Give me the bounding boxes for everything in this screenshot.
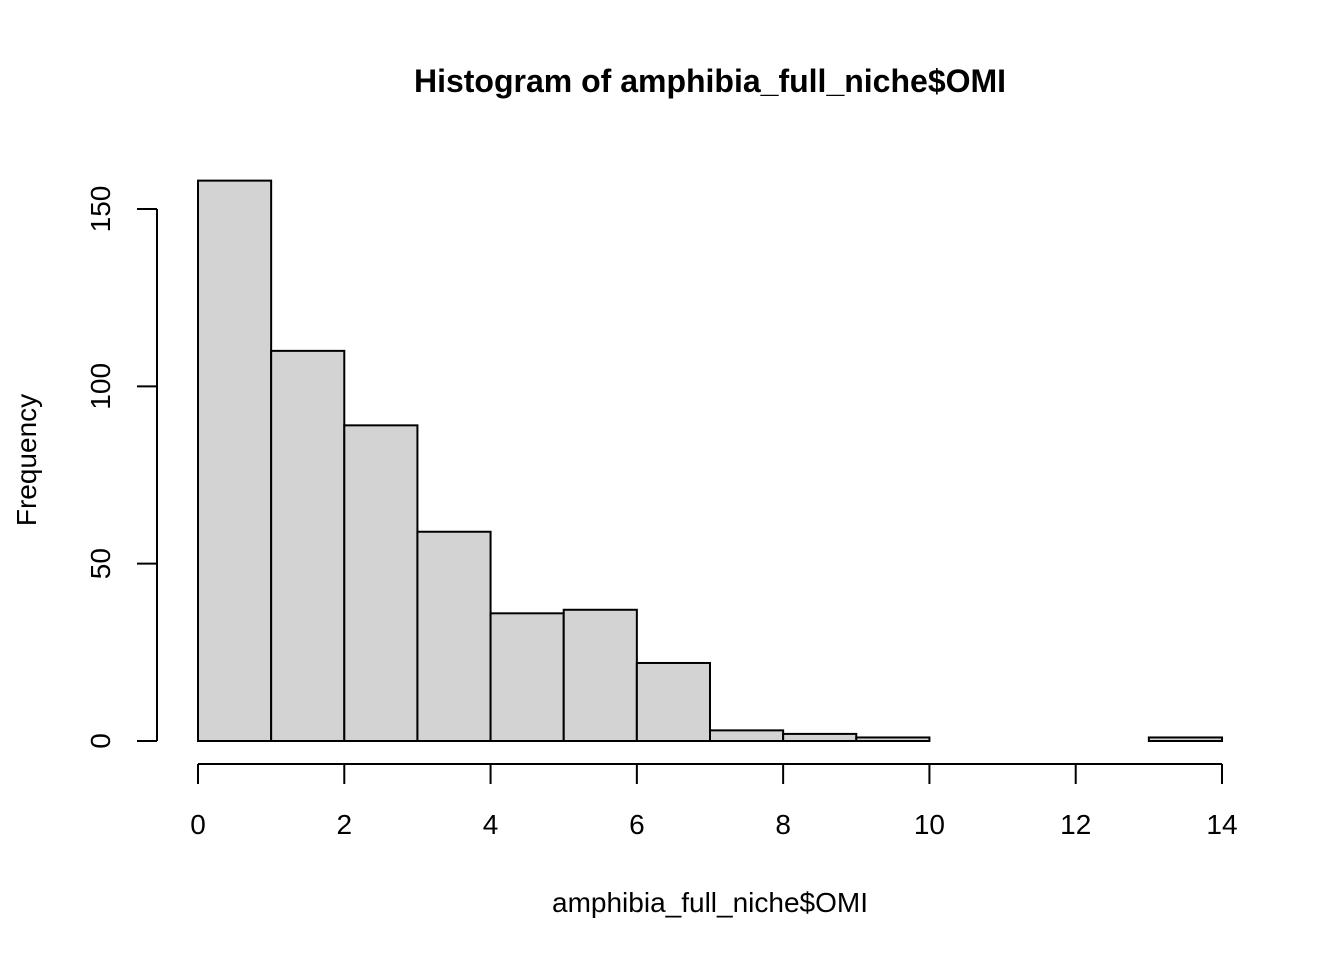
histogram-bar <box>197 179 273 743</box>
x-axis-label: amphibia_full_niche$OMI <box>552 887 868 918</box>
x-tick-label: 12 <box>1060 809 1091 840</box>
histogram-bar <box>855 736 931 742</box>
x-tick-label: 2 <box>336 809 352 840</box>
histogram-bar <box>270 349 346 742</box>
histogram-bar <box>709 729 785 742</box>
y-axis: 0 50 100 150 <box>85 186 158 749</box>
histogram-bar <box>635 661 711 742</box>
x-axis: 0 2 4 6 8 10 12 14 <box>190 763 1238 840</box>
histogram-bar <box>343 424 419 742</box>
chart-title: Histogram of amphibia_full_niche$OMI <box>414 63 1006 99</box>
x-tick-label: 10 <box>914 809 945 840</box>
x-tick-label: 8 <box>775 809 791 840</box>
histogram-bar <box>1147 736 1224 742</box>
histogram-bar <box>489 612 565 743</box>
histogram-bar <box>562 608 638 742</box>
x-tick-label: 14 <box>1206 809 1237 840</box>
y-axis-label: Frequency <box>11 394 42 526</box>
x-tick-label: 4 <box>483 809 499 840</box>
x-tick-label: 0 <box>190 809 206 840</box>
x-tick-label: 6 <box>629 809 645 840</box>
histogram-bar <box>416 530 492 742</box>
y-tick-label: 0 <box>85 733 116 749</box>
histogram-bar <box>782 732 858 743</box>
bars-group <box>197 179 1224 743</box>
y-tick-label: 100 <box>85 363 116 410</box>
y-tick-label: 150 <box>85 186 116 233</box>
y-tick-label: 50 <box>85 548 116 579</box>
